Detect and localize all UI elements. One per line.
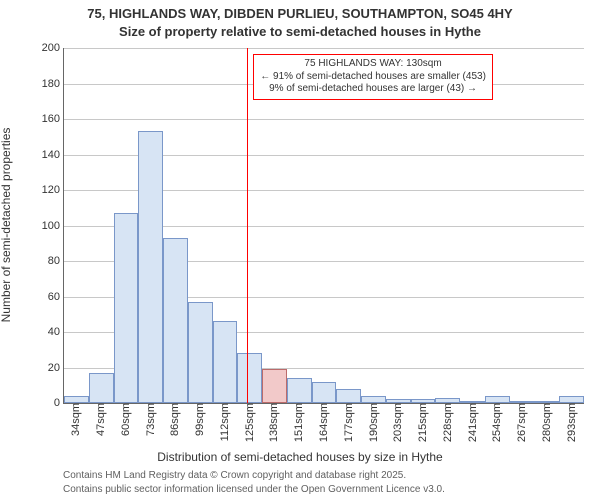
histogram-bar: [114, 213, 139, 403]
callout-line: ← 91% of semi-detached houses are smalle…: [260, 71, 486, 84]
x-tick-label: 138sqm: [268, 403, 280, 442]
x-tick-label: 280sqm: [541, 403, 553, 442]
x-tick-label: 267sqm: [516, 403, 528, 442]
histogram-bar: [89, 373, 114, 403]
chart-frame: 75, HIGHLANDS WAY, DIBDEN PURLIEU, SOUTH…: [0, 0, 600, 500]
y-tick-label: 0: [54, 397, 64, 409]
x-tick-label: 99sqm: [194, 403, 206, 436]
x-tick-label: 86sqm: [169, 403, 181, 436]
histogram-bar: [163, 238, 188, 403]
y-tick-label: 200: [42, 42, 64, 54]
histogram-bar: [213, 321, 238, 403]
x-tick-label: 125sqm: [244, 403, 256, 442]
x-tick-label: 293sqm: [566, 403, 578, 442]
y-tick-label: 80: [48, 255, 64, 267]
x-tick-label: 73sqm: [145, 403, 157, 436]
x-tick-label: 112sqm: [219, 403, 231, 441]
x-tick-label: 47sqm: [95, 403, 107, 436]
histogram-bar: [138, 131, 163, 403]
grid-line: [64, 119, 584, 120]
histogram-bar: [312, 382, 337, 403]
x-tick-label: 241sqm: [467, 403, 479, 442]
y-tick-label: 140: [42, 149, 64, 161]
y-tick-label: 40: [48, 326, 64, 338]
histogram-bar: [188, 302, 213, 403]
histogram-bar: [64, 396, 89, 403]
histogram-bar: [559, 396, 584, 403]
y-tick-label: 160: [42, 113, 64, 125]
histogram-bar: [361, 396, 386, 403]
histogram-bar: [237, 353, 262, 403]
callout-line: 9% of semi-detached houses are larger (4…: [260, 83, 486, 96]
y-tick-label: 120: [42, 184, 64, 196]
x-tick-label: 215sqm: [417, 403, 429, 442]
x-tick-label: 164sqm: [318, 403, 330, 442]
chart-title-line1: 75, HIGHLANDS WAY, DIBDEN PURLIEU, SOUTH…: [0, 6, 600, 21]
x-tick-label: 190sqm: [368, 403, 380, 442]
y-tick-label: 180: [42, 78, 64, 90]
grid-line: [64, 48, 584, 49]
histogram-bar: [485, 396, 510, 403]
x-tick-label: 254sqm: [491, 403, 503, 442]
y-tick-label: 60: [48, 291, 64, 303]
footer-line-2: Contains public sector information licen…: [63, 484, 445, 495]
histogram-bar: [336, 389, 361, 403]
callout-box: 75 HIGHLANDS WAY: 130sqm← 91% of semi-de…: [253, 54, 493, 100]
x-tick-label: 151sqm: [293, 403, 305, 442]
x-axis-label: Distribution of semi-detached houses by …: [0, 450, 600, 464]
histogram-bar: [287, 378, 312, 403]
x-tick-label: 34sqm: [70, 403, 82, 436]
y-tick-label: 20: [48, 362, 64, 374]
x-tick-label: 203sqm: [392, 403, 404, 442]
callout-line: 75 HIGHLANDS WAY: 130sqm: [260, 58, 486, 71]
x-tick-label: 228sqm: [442, 403, 454, 442]
chart-title-line2: Size of property relative to semi-detach…: [0, 24, 600, 39]
x-tick-label: 60sqm: [120, 403, 132, 436]
plot-area: 02040608010012014016018020034sqm47sqm60s…: [63, 48, 584, 404]
histogram-bar: [262, 369, 287, 403]
subject-marker-line: [247, 48, 248, 403]
x-tick-label: 177sqm: [343, 403, 355, 442]
y-axis-label: Number of semi-detached properties: [0, 128, 13, 323]
y-tick-label: 100: [42, 220, 64, 232]
footer-line-1: Contains HM Land Registry data © Crown c…: [63, 470, 406, 481]
